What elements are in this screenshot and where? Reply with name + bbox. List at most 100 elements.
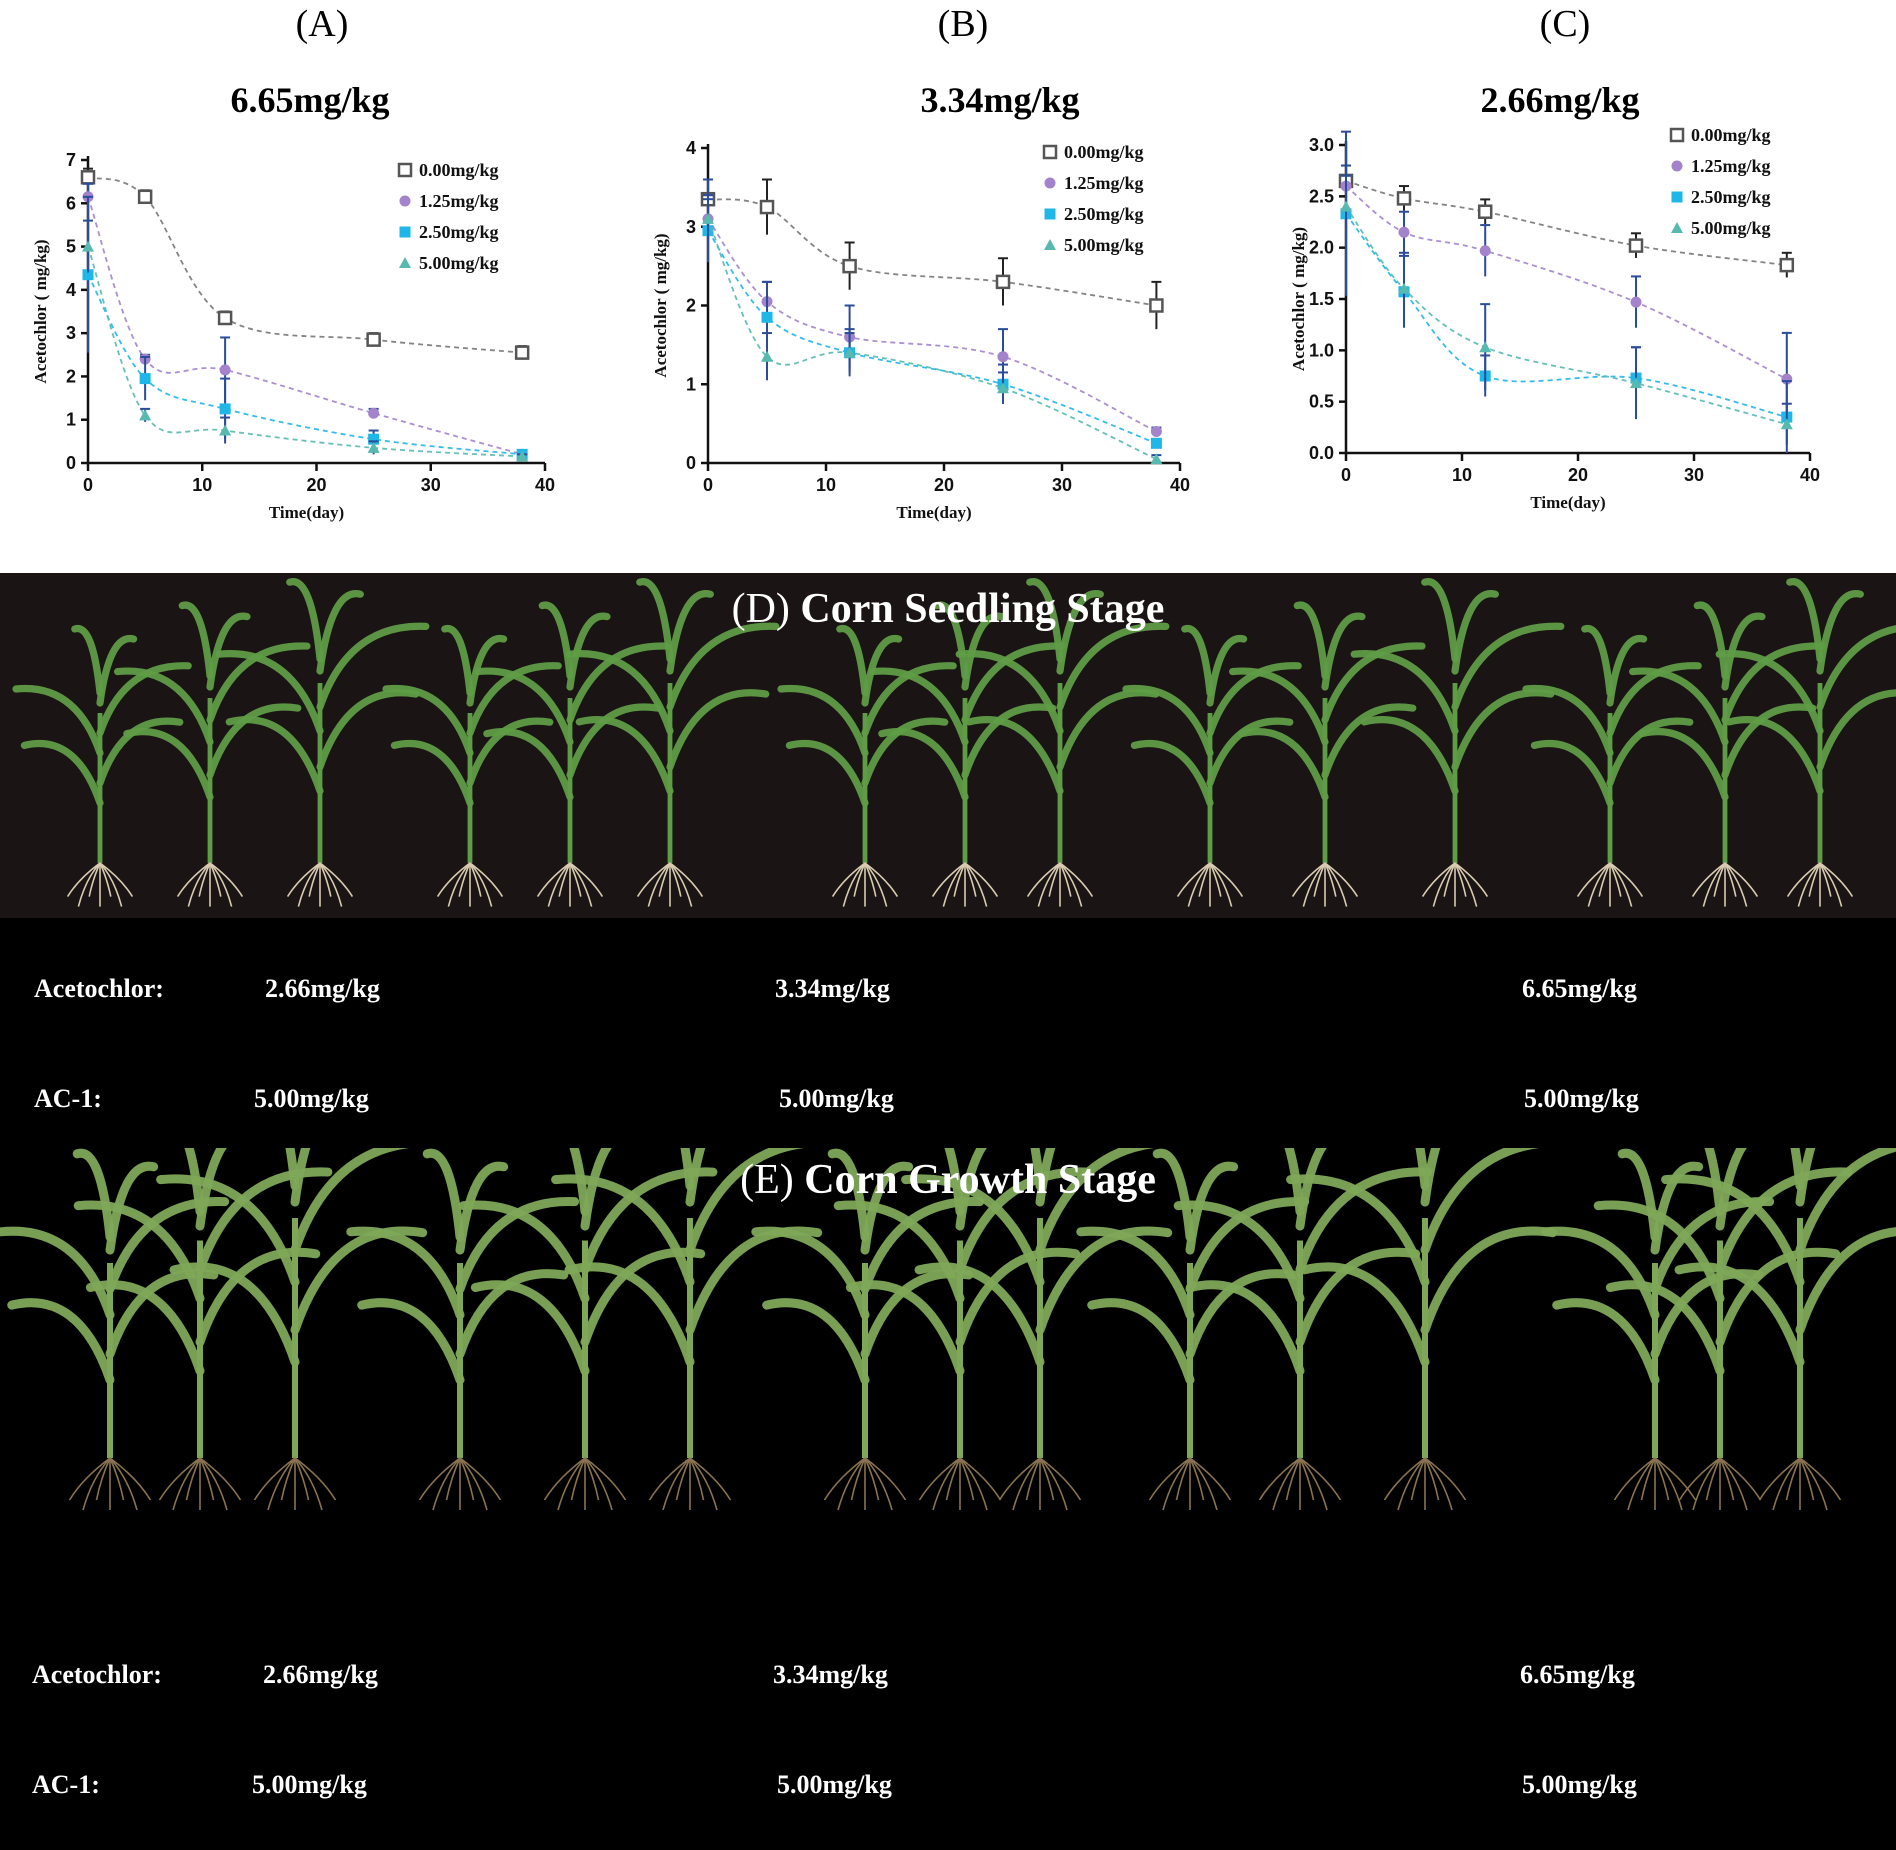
plant-root [458,862,471,897]
plant-root [109,1457,138,1511]
y-tick-label: 1.5 [1309,289,1334,309]
y-tick-label: 0.0 [1309,443,1334,463]
plant-leaf [1629,667,1729,746]
panel-label-b: (B) [937,3,989,45]
plant-leaf [184,1148,205,1216]
plant-root [675,1457,691,1501]
series-fit-line [87,274,523,456]
plant-root [1059,862,1094,898]
plant-leaf [1451,590,1499,675]
data-point [80,170,96,185]
plant-leaf [1721,612,1766,691]
plant-leaf [357,1298,465,1385]
plant-root [1609,862,1622,897]
plant-root [557,1457,586,1511]
plant-root [662,1457,691,1511]
panel-label-a: (A) [295,3,349,45]
plant-leaf [914,1262,1045,1367]
plant-root [584,1457,600,1501]
legend-marker [1669,127,1685,143]
ac1-value: 5.00mg/kg [254,1084,369,1113]
y-tick-label: 2.0 [1309,238,1334,258]
plant-root [176,862,211,898]
plant-leaf [1076,1226,1195,1320]
growth-ac1-row: AC-1: 5.00mg/kg 5.00mg/kg 5.00mg/kg [0,1770,1896,1830]
plant-leaf [1715,650,1824,735]
plant-root [1785,1457,1801,1501]
plant-root [1421,862,1456,898]
seedling-plants-image [12,578,1896,907]
plant-root [931,862,966,898]
plant-leaf [1816,625,1896,711]
plant-root [198,862,211,897]
corn-plant [1286,1148,1558,1511]
plant-root [1654,1457,1670,1501]
plant-root [648,1457,691,1501]
data-point [761,350,773,362]
x-tick-label: 30 [1052,475,1072,495]
plant-leaf [215,650,324,735]
plant-leaf [346,1226,465,1320]
plant-leaf [666,622,780,711]
plant-root [1285,1457,1301,1501]
plant-leaf [1056,622,1170,711]
data-point [139,373,151,385]
plant-root [1724,862,1759,898]
data-point [1477,204,1493,219]
plant-root [209,862,222,897]
plant-root [1383,1457,1426,1501]
legend-label: 5.00mg/kg [1691,218,1771,238]
x-tick-label: 40 [1170,475,1190,495]
data-point [516,450,529,462]
plant-root [1039,1457,1082,1501]
plant-root [959,1457,988,1511]
corn-plant [833,1148,1093,1511]
plant-root [689,1457,705,1501]
plant-root [1324,862,1337,897]
corn-plant [1173,1148,1433,1511]
plant-root [689,1457,732,1501]
data-point [997,382,1009,394]
x-tick-label: 0 [1341,465,1351,485]
plant-leaf [785,740,869,807]
plant-leaf [1321,642,1426,724]
plant-leaf [869,667,969,746]
plant-root [1410,1457,1426,1501]
legend-marker [1044,208,1056,220]
series-fit-line [707,218,1157,460]
plant-root [918,1457,961,1501]
plant-leaf [1299,1262,1430,1367]
plant-root [418,1457,461,1501]
plant-leaf [666,689,770,771]
plant-root [1799,1457,1815,1501]
series-fit-line [1345,206,1788,426]
plant-root [432,1457,461,1511]
x-tick-label: 30 [421,475,441,495]
growth-acetochlor-row: Acetochlor: 2.66mg/kg 3.34mg/kg 6.65mg/k… [0,1660,1896,1720]
plant-root [1209,862,1244,898]
plant-leaf [1715,1247,1841,1347]
x-tick-label: 0 [703,475,713,495]
plant-leaf [845,1280,965,1376]
plant-leaf [1293,601,1329,680]
plant-leaf [685,1226,823,1335]
plant-root [109,1457,152,1501]
plant-leaf [1122,684,1214,757]
plant-leaf [762,1298,870,1385]
plant-root [1176,862,1211,898]
plant-root [689,1457,718,1511]
plant-leaf [1185,1280,1305,1376]
plant-leaf [1026,578,1064,663]
y-tick-label: 0 [66,453,76,473]
plant-root [1432,862,1456,907]
data-point [997,351,1009,363]
y-tick-label: 5 [66,237,76,257]
acetochlor-label: Acetochlor: [32,1660,162,1689]
corn-plant [1076,1148,1310,1511]
chart-title: 2.66mg/kg [1480,80,1639,120]
data-point [367,441,380,453]
plant-root [1324,862,1359,898]
series-fit-line [707,230,1157,445]
legend-marker [397,162,413,178]
plant-root [1048,862,1061,897]
